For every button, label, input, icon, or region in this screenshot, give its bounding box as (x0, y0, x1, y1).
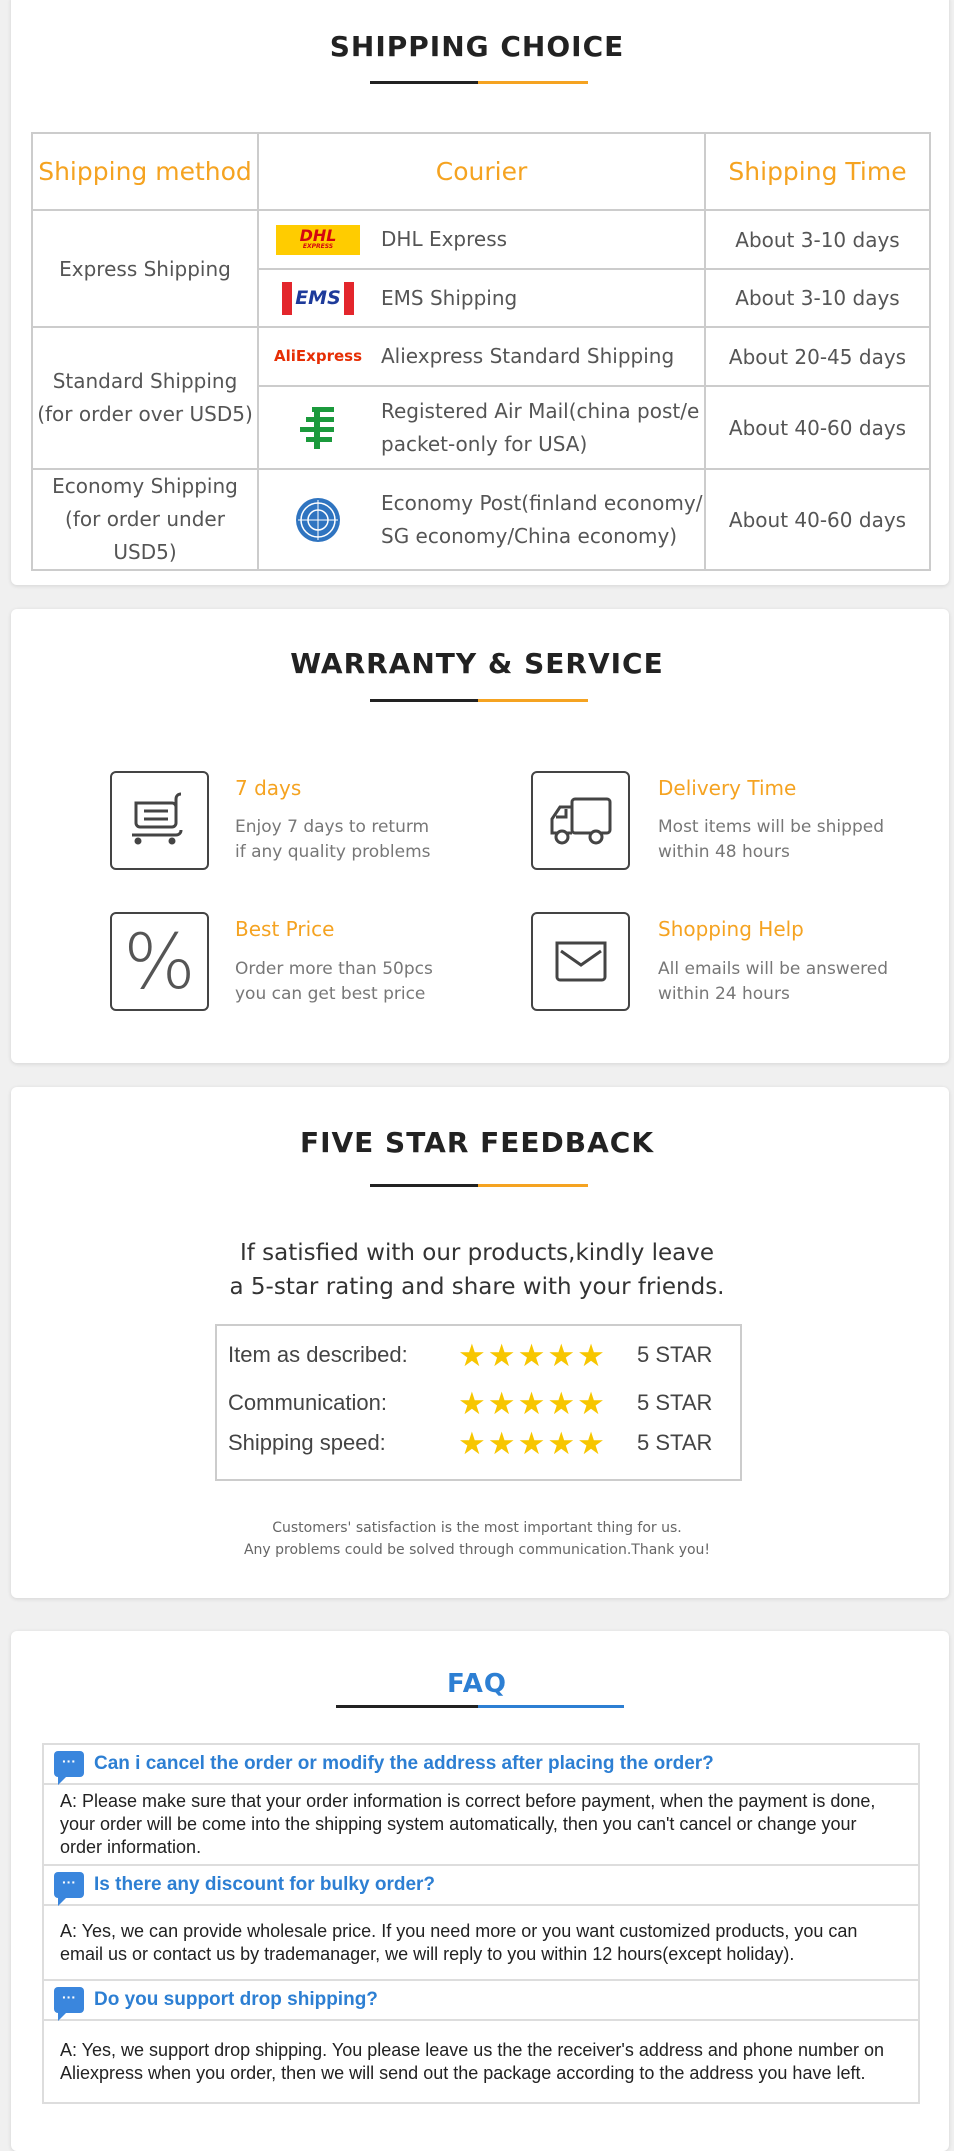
shipping-title: SHIPPING CHOICE (329, 30, 625, 63)
title-underline-accent (478, 1705, 624, 1708)
faq-question[interactable]: ··· Is there any discount for bulky order… (44, 1866, 918, 1906)
faq-list: ··· Can i cancel the order or modify the … (42, 1743, 920, 2104)
shipping-time: About 3-10 days (704, 209, 931, 270)
title-underline (370, 1184, 478, 1187)
header-courier: Courier (257, 132, 706, 211)
courier-name: Economy Post(finland economy/SG economy/… (381, 490, 703, 548)
faq-card (11, 1631, 949, 2151)
feedback-footer: Customers' satisfaction is the most impo… (243, 1520, 711, 1558)
ems-logo: EMS (275, 281, 361, 315)
aliexpress-logo: AliExpress (274, 347, 362, 365)
warranty-desc: Enjoy 7 days to returm if any quality pro… (235, 817, 431, 862)
faq-answer: A: Please make sure that your order info… (44, 1785, 918, 1866)
header-method: Shipping method (31, 132, 259, 211)
chat-bubble-icon: ··· (54, 1751, 84, 1785)
star-icons: ★★★★★ (458, 1386, 607, 1421)
feedback-card (11, 1087, 949, 1598)
faq-question[interactable]: ··· Do you support drop shipping? (44, 1981, 918, 2021)
rating-row: Shipping speed: ★★★★★ 5 STAR (228, 1426, 713, 1461)
warranty-title: WARRANTY & SERVICE (290, 647, 664, 680)
title-underline (370, 699, 478, 702)
faq-answer: A: Yes, we support drop shipping. You pl… (60, 2039, 885, 2083)
envelope-icon (531, 912, 630, 1011)
truck-icon (531, 771, 630, 870)
courier-name: DHL Express (381, 227, 508, 251)
method-express: Express Shipping (31, 209, 259, 328)
warranty-desc: Most items will be shipped within 48 hour… (658, 817, 884, 862)
warranty-title-delivery: Delivery Time (658, 776, 797, 800)
method-economy: Economy Shipping (for order under USD5) (31, 468, 259, 571)
shipping-time: About 20-45 days (704, 326, 931, 387)
rating-row: Item as described: ★★★★★ 5 STAR (228, 1338, 713, 1373)
courier-name: Registered Air Mail(china post/e packet-o… (381, 398, 700, 456)
feedback-title: FIVE STAR FEEDBACK (299, 1126, 655, 1159)
china-post-icon (275, 405, 361, 451)
faq-answer: A: Yes, we can provide wholesale price. … (44, 1906, 918, 1981)
warranty-title-help: Shopping Help (658, 917, 804, 941)
chat-bubble-icon: ··· (54, 1872, 84, 1906)
chat-bubble-icon: ··· (54, 1987, 84, 2021)
warranty-desc: All emails will be answered within 24 hou… (658, 959, 889, 1004)
star-icons: ★★★★★ (458, 1426, 607, 1461)
shipping-table: Shipping method Courier Shipping Time Ex… (31, 132, 931, 571)
rating-row: Communication: ★★★★★ 5 STAR (228, 1386, 713, 1421)
courier-name: EMS Shipping (381, 285, 518, 310)
un-emblem-icon (275, 495, 361, 545)
warranty-title-price: Best Price (235, 917, 335, 941)
shipping-time: About 3-10 days (704, 268, 931, 328)
faq-question[interactable]: ··· Can i cancel the order or modify the … (44, 1745, 918, 1785)
title-underline-accent (478, 81, 588, 84)
percent-icon: % (110, 912, 209, 1011)
shipping-time: About 40-60 days (704, 385, 931, 470)
dhl-logo: DHL EXPRESS (275, 224, 361, 255)
title-underline (336, 1705, 478, 1708)
faq-title: FAQ (446, 1669, 507, 1699)
header-time: Shipping Time (704, 132, 931, 211)
courier-name: Aliexpress Standard Shipping (381, 344, 675, 368)
method-standard: Standard Shipping (for order over USD5) (31, 326, 259, 470)
warranty-desc: Order more than 50pcs you can get best pr… (235, 959, 433, 1004)
cart-icon (110, 771, 209, 870)
title-underline (370, 81, 478, 84)
rating-box (215, 1324, 742, 1481)
title-underline-accent (478, 1184, 588, 1187)
warranty-title-7days: 7 days (235, 776, 302, 800)
shipping-time: About 40-60 days (704, 468, 931, 571)
title-underline-accent (478, 699, 588, 702)
star-icons: ★★★★★ (458, 1338, 607, 1373)
feedback-intro: If satisfied with our products,kindly le… (229, 1240, 725, 1300)
